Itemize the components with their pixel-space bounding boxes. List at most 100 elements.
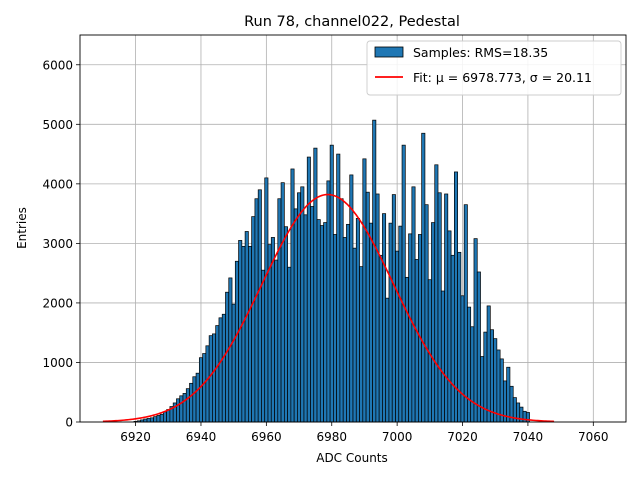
- histogram-bar: [411, 186, 416, 423]
- histogram-bar: [437, 192, 442, 423]
- histogram-bar: [326, 180, 331, 423]
- histogram-bar: [329, 144, 334, 423]
- histogram-bar: [463, 204, 468, 423]
- histogram-bar: [333, 234, 338, 423]
- legend-box: [366, 40, 622, 96]
- histogram-bar: [293, 208, 298, 423]
- histogram-bar: [467, 306, 472, 423]
- histogram-bar: [159, 413, 164, 423]
- fit-curve: [102, 193, 555, 423]
- histogram-bar: [450, 254, 455, 423]
- histogram-bar: [408, 233, 413, 423]
- histogram-bar: [493, 338, 498, 423]
- histogram-bar: [444, 193, 449, 423]
- histogram-bar: [368, 222, 373, 423]
- histogram-bar: [310, 206, 315, 423]
- histogram-bar: [319, 225, 324, 423]
- histogram-bar: [241, 246, 246, 423]
- histogram-bar: [355, 218, 360, 423]
- histogram-bar: [297, 192, 302, 423]
- histogram-bar: [346, 223, 351, 423]
- histogram-bar: [313, 147, 318, 423]
- histogram-bar: [431, 222, 436, 423]
- histogram-bar: [303, 214, 308, 423]
- histogram-bar: [251, 216, 256, 423]
- histogram-bar: [473, 238, 478, 423]
- histogram-bar: [254, 198, 259, 423]
- histogram-bar: [234, 260, 239, 423]
- histogram-bar: [153, 416, 158, 423]
- plot-frame: [79, 34, 627, 423]
- histogram-bar: [208, 335, 213, 423]
- histogram-bar: [434, 164, 439, 423]
- histogram-bar: [264, 177, 269, 423]
- histogram-bar: [398, 225, 403, 423]
- y-tick-label: 0: [65, 416, 73, 430]
- histogram-bar: [189, 382, 194, 423]
- histogram-bar: [300, 186, 305, 423]
- histogram-bar: [362, 158, 367, 423]
- histogram-bar: [290, 168, 295, 423]
- histogram-bar: [192, 376, 197, 423]
- histogram-bar: [382, 213, 387, 423]
- histogram-bar: [195, 372, 200, 423]
- x-tick-label: 7040: [513, 430, 544, 444]
- histogram-bar: [176, 398, 181, 423]
- y-tick-label: 2000: [42, 296, 73, 310]
- histogram-bar: [457, 251, 462, 423]
- histogram-bar: [225, 291, 230, 423]
- histogram-bar: [336, 153, 341, 423]
- histogram-bar: [274, 259, 279, 423]
- histogram-bar: [391, 194, 396, 423]
- y-tick-label: 5000: [42, 118, 73, 132]
- y-tick-label: 6000: [42, 58, 73, 72]
- histogram-bar: [349, 174, 354, 423]
- histogram-bar: [231, 303, 236, 423]
- histogram-bar: [486, 305, 491, 423]
- histogram-bar: [149, 417, 154, 423]
- histogram-bar: [316, 219, 321, 423]
- histogram-bar: [323, 222, 328, 423]
- x-tick-label: 7020: [447, 430, 478, 444]
- histogram-bar: [454, 171, 458, 423]
- x-tick-label: 7000: [382, 430, 413, 444]
- histogram-bar: [198, 357, 203, 423]
- histogram-bar: [215, 325, 220, 423]
- histogram-bar: [460, 295, 465, 423]
- histogram-bar: [447, 230, 452, 423]
- histogram-bar: [440, 290, 445, 423]
- histogram-bar: [506, 366, 511, 423]
- histogram-bar: [470, 326, 475, 423]
- histogram-bar: [166, 409, 171, 423]
- histogram-bar: [339, 198, 344, 423]
- histogram-bar: [414, 259, 419, 423]
- histogram-bar: [385, 297, 390, 423]
- histogram-bar: [185, 388, 190, 423]
- histogram-bar: [365, 191, 370, 423]
- histogram-bar: [261, 269, 266, 423]
- x-tick-label: 6940: [186, 430, 217, 444]
- histogram-bar: [306, 156, 311, 423]
- histogram-bar: [496, 349, 501, 423]
- x-tick-label: 7060: [578, 430, 609, 444]
- y-tick-label: 3000: [42, 237, 73, 251]
- histogram-bar: [395, 250, 400, 423]
- x-axis-label: ADC Counts: [316, 451, 388, 465]
- histogram-bar: [359, 266, 364, 423]
- histogram-bar: [424, 204, 429, 423]
- histogram-bar: [287, 266, 292, 423]
- histogram-bar: [277, 198, 282, 423]
- histogram-bar: [283, 226, 288, 423]
- histogram-bar: [522, 410, 527, 423]
- histogram-bar: [248, 246, 252, 423]
- y-tick-label: 4000: [42, 177, 73, 191]
- histogram-bar: [257, 189, 262, 423]
- histogram-bar: [202, 353, 207, 423]
- histogram-bar: [388, 222, 393, 423]
- histogram-bar: [401, 144, 406, 423]
- histogram-bar: [218, 317, 223, 423]
- histogram-bar: [378, 254, 383, 423]
- histogram-bar: [182, 393, 187, 423]
- histogram-bar: [205, 345, 210, 423]
